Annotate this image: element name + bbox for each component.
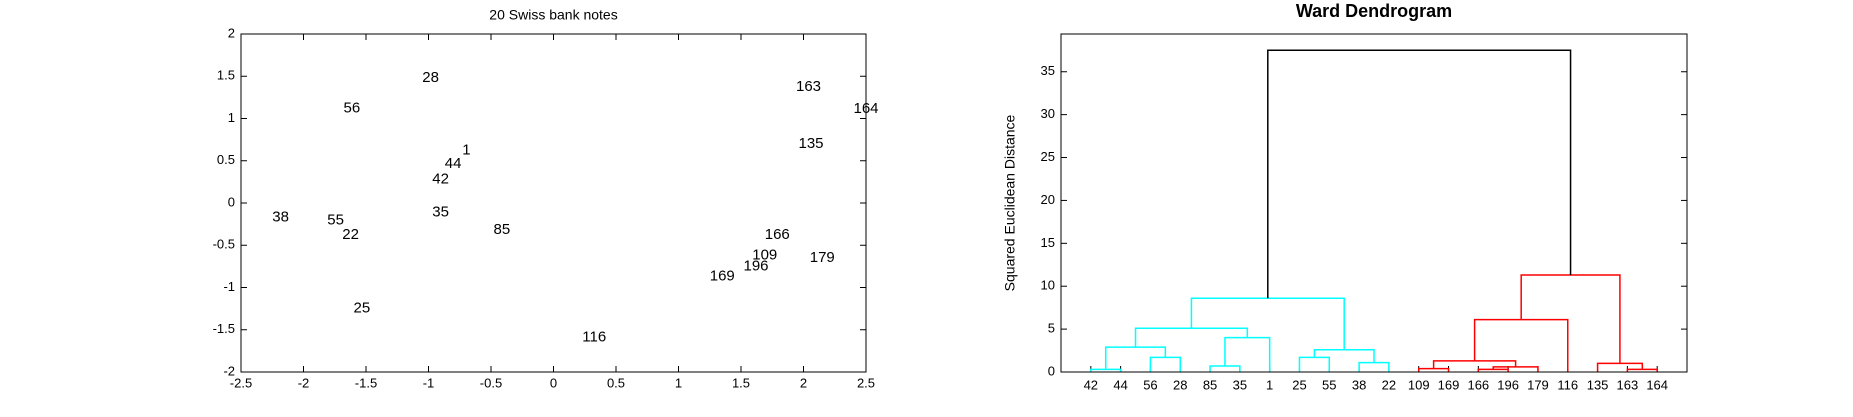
point-label: 35 [432,203,449,220]
axes-box [240,33,867,373]
y-tick-label: 5 [1048,321,1055,336]
x-tick-label: 164 [1646,377,1668,392]
point-label: 42 [432,170,449,187]
link [1358,361,1390,372]
link [1134,327,1249,348]
x-tick-label: 179 [1527,377,1549,392]
x-tick-label: -1.5 [355,375,377,390]
link [1149,356,1181,372]
point-label: 38 [272,208,289,225]
x-tick-label: 1 [1266,377,1273,392]
x-tick-label: 38 [1352,377,1366,392]
x-tick-label: 109 [1408,377,1430,392]
x-tick-label: 1 [675,375,682,390]
x-tick-label: 35 [1233,377,1247,392]
x-tick-label: 196 [1497,377,1519,392]
link [1104,346,1167,370]
x-tick-label: 25 [1292,377,1306,392]
point-label: 163 [796,78,821,95]
point-label: 166 [765,226,790,243]
x-tick-label: -2.5 [230,375,252,390]
link [1473,318,1569,372]
x-tick-label: 2 [800,375,807,390]
point-label: 44 [445,155,462,172]
point-label: 25 [354,300,371,317]
chart-title: 20 Swiss bank notes [489,7,617,23]
link [1298,356,1331,372]
link [1596,362,1644,372]
y-tick-label: -2 [223,363,235,378]
x-tick-label: 22 [1382,377,1396,392]
point-label: 56 [344,99,361,116]
point-label: 1 [462,142,470,159]
x-tick-label: 85 [1203,377,1217,392]
point-label: 169 [710,267,735,284]
point-label: 196 [744,257,769,274]
y-tick-label: 0.5 [217,152,235,167]
y-tick-label: -1.5 [213,321,235,336]
y-tick-label: 1.5 [217,68,235,83]
x-tick-label: 169 [1438,377,1460,392]
x-tick-label: 166 [1467,377,1489,392]
x-tick-label: 42 [1084,377,1098,392]
link [1267,49,1572,299]
y-tick-label: 20 [1041,192,1055,207]
link [1190,297,1345,350]
x-tick-label: 135 [1587,377,1609,392]
link [1520,274,1621,364]
x-tick-label: 116 [1557,377,1578,392]
y-tick-label: -1 [223,279,235,294]
point-label: 22 [342,226,359,243]
point-label: 116 [582,328,606,345]
y-tick-label: 0 [228,194,235,209]
y-tick-label: -0.5 [213,237,235,252]
y-tick-label: 35 [1041,63,1055,78]
y-tick-label: 2 [228,25,235,40]
x-tick-label: 163 [1617,377,1639,392]
x-tick-label: 0.5 [607,375,625,390]
point-label: 109 [752,246,777,263]
x-tick-label: -0.5 [480,375,502,390]
x-tick-label: 1.5 [732,375,750,390]
x-tick-label: 2.5 [857,375,875,390]
chart-title: Ward Dendrogram [1296,1,1452,21]
x-tick-label: -1 [423,375,435,390]
point-label: 85 [494,221,511,238]
y-tick-label: 25 [1041,149,1055,164]
point-label: 135 [799,135,824,152]
y-tick-label: 15 [1041,235,1055,250]
link [1492,366,1539,372]
y-tick-label: 10 [1041,278,1055,293]
axes-box [1060,33,1688,373]
point-label: 28 [422,69,439,86]
x-tick-label: -2 [298,375,310,390]
y-tick-label: 30 [1041,106,1055,121]
x-tick-label: 44 [1113,377,1127,392]
point-label: 55 [327,212,344,229]
y-axis-label: Squared Euclidean Distance [1002,114,1018,291]
x-tick-label: 28 [1173,377,1187,392]
link [1209,365,1241,372]
link [1417,367,1450,372]
link [1313,348,1375,363]
link [1224,336,1271,372]
link [1432,360,1517,369]
x-tick-label: 0 [550,375,557,390]
y-tick-label: 0 [1048,363,1055,378]
x-tick-label: 56 [1143,377,1157,392]
y-tick-label: 1 [228,110,235,125]
point-label: 179 [810,249,835,266]
x-tick-label: 55 [1322,377,1336,392]
